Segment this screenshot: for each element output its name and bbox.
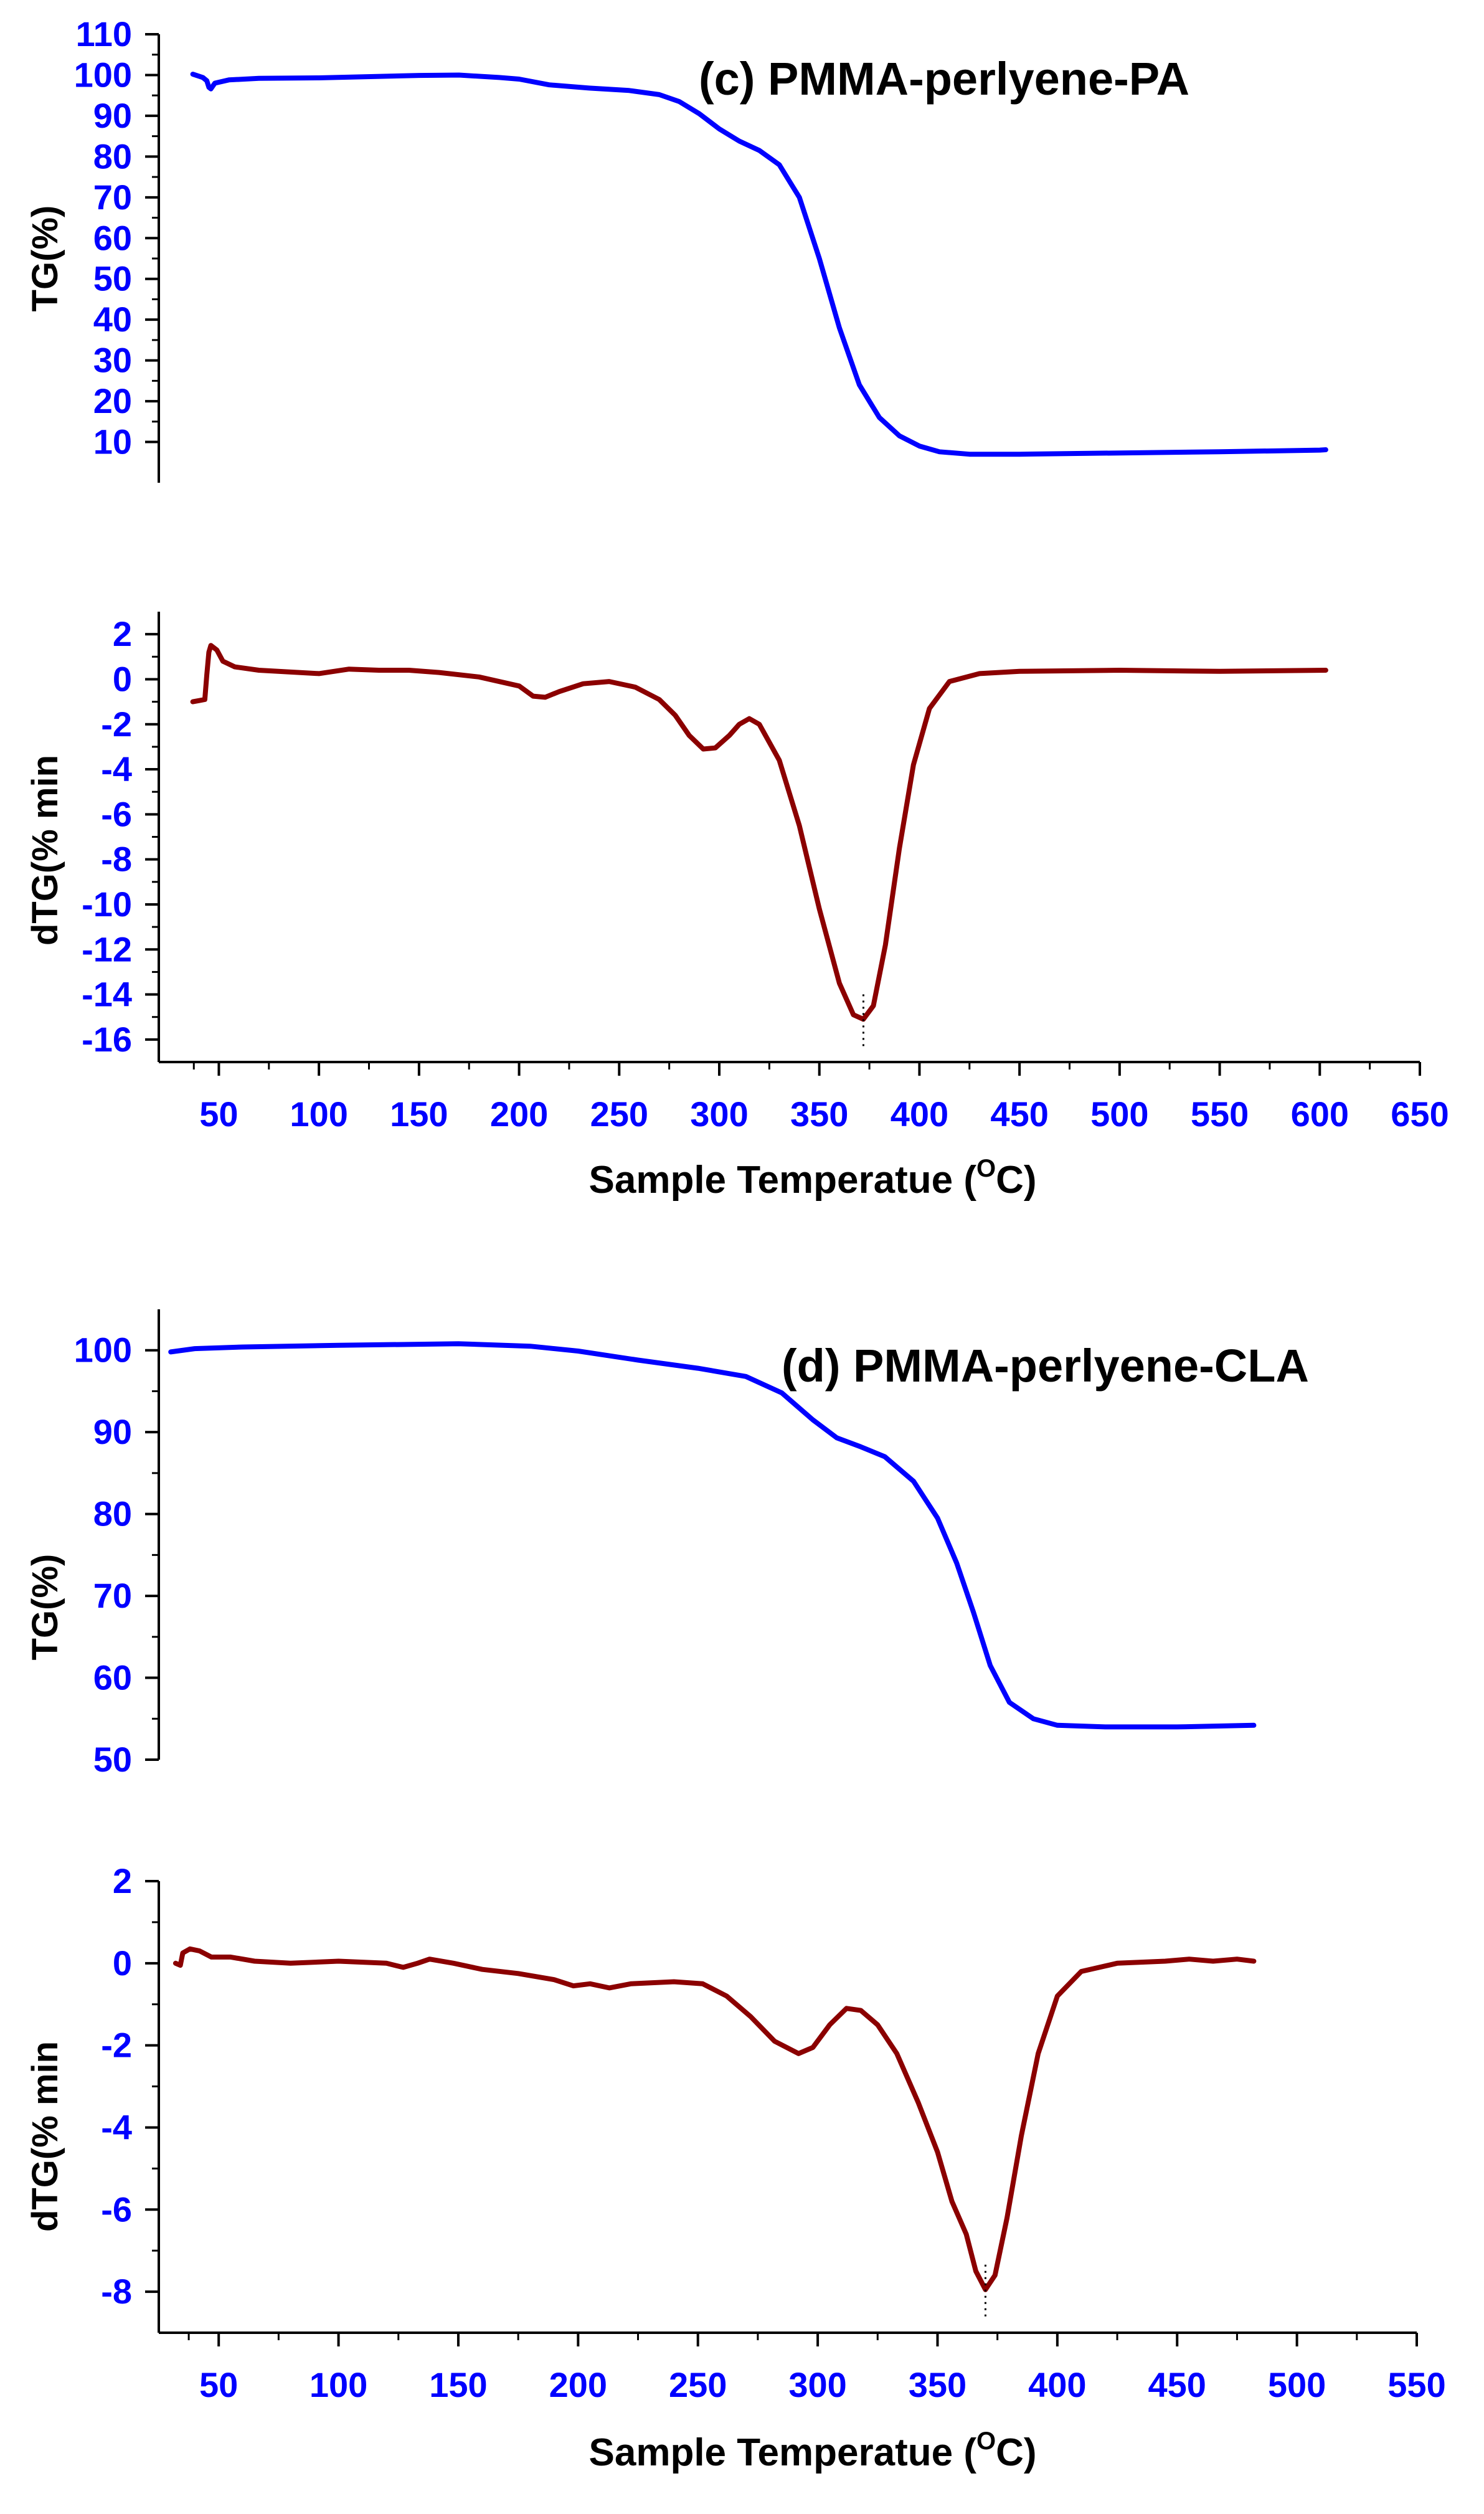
panel-c-tg-ytick-label: 10 (93, 422, 132, 462)
panel-c-xtick-label: 650 (1391, 1094, 1449, 1134)
panel-d-tg-ylabel: TG(%) (25, 1554, 65, 1661)
panel-d-xtick-label: 300 (788, 2365, 846, 2404)
panel-c-tg-ytick-label: 60 (93, 218, 132, 257)
panel-d-dtg-ylabel: dTG(% min (25, 2041, 65, 2232)
panel-d-dtg-ytick-label: -6 (101, 2189, 132, 2229)
panel-d-dtg-ytick-label: -4 (101, 2107, 132, 2146)
panel-d-xtick-label: 550 (1387, 2365, 1445, 2404)
panel-d-tg-ytick-label: 70 (93, 1576, 132, 1615)
panel-c-dtg-ytick-label: 2 (113, 614, 132, 653)
panel-d-tg-ytick-label: 60 (93, 1658, 132, 1697)
panel-c-xlabel: Sample Temperatue (OC) (588, 1155, 1036, 1202)
panel-d-xtick-label: 150 (429, 2365, 487, 2404)
panel-c-xlabel-main: Sample Temperatue ( (588, 1159, 976, 1202)
panel-d-xtick-label: 500 (1268, 2365, 1326, 2404)
panel-c-title: (c) PMMA-perlyene-PA (699, 53, 1189, 105)
panel-d-tg-ytick-label: 100 (74, 1331, 132, 1370)
panel-d-xtick-label: 450 (1148, 2365, 1206, 2404)
panel-d-dtg-ytick-label: -2 (101, 2026, 132, 2065)
panel-c-tg-ytick-label: 30 (93, 341, 132, 380)
panel-d-title: (d) PMMA-perlyene-CLA (782, 1340, 1309, 1392)
panel-c-dtg-ytick-label: -10 (82, 885, 132, 924)
panel-c-tg-ytick-label: 70 (93, 178, 132, 217)
panel-c-xtick-label: 450 (990, 1094, 1048, 1134)
panel-c-dtg-ytick-label: -12 (82, 929, 132, 969)
panel-d-dtg-plot: dTG(% min 2 0 -2 -4 -6 -8 50 100 150 200 250 300 350… (25, 1861, 1446, 2404)
panel-d-xlabel-main: Sample Temperatue ( (588, 2431, 976, 2474)
panel-c-xlabel-sup: O (976, 1155, 996, 1182)
panel-c-tg-ylabel: TG(%) (25, 206, 65, 312)
panel-c-tg-ytick-label: 100 (74, 55, 132, 94)
panel-d-dtg-ytick-label: 0 (113, 1943, 132, 1983)
panel-d-xlabel: Sample Temperatue (OC) (588, 2427, 1036, 2474)
panel-c-tg-ytick-label: 20 (93, 381, 132, 420)
panel-c-tg-ytick-label: 80 (93, 136, 132, 176)
panel-c-xtick-label: 350 (790, 1094, 848, 1134)
panel-c-xtick-label: 400 (891, 1094, 948, 1134)
panel-d-dtg-series-line (173, 1946, 1257, 2292)
panel-c-tg-ytick-label: 90 (93, 96, 132, 135)
panel-c-dtg-ytick-label: -16 (82, 1020, 132, 1059)
panel-c-xtick-label: 600 (1291, 1094, 1349, 1134)
panel-d-xtick-label: 200 (549, 2365, 607, 2404)
panel-c-dtg-ytick-label: -8 (101, 840, 132, 879)
panel-c-dtg-series-line (190, 643, 1328, 1022)
panel-c-dtg-ytick-label: -14 (82, 975, 132, 1014)
panel-c-xtick-label: 500 (1090, 1094, 1148, 1134)
panel-c-dtg-ytick-label: -2 (101, 704, 132, 744)
panel-d-xtick-label: 50 (199, 2365, 238, 2404)
panel-c-dtg-plot: dTG(% min 2 0 -2 -4 -6 -8 -10 -12 -14 -16 50 100 150… (25, 612, 1449, 1134)
panel-d-dtg-ytick-label: -8 (101, 2272, 132, 2311)
panel-d-tg-ytick-label: 90 (93, 1412, 132, 1451)
panel-c-dtg-ytick-label: -4 (101, 749, 132, 789)
panel-c: (c) PMMA-perlyene-PA TG(%) 1020304050607… (25, 14, 1449, 1202)
panel-d-tg-ytick-label: 80 (93, 1494, 132, 1534)
panel-d-dtg-ytick-label: 2 (113, 1861, 132, 1900)
panel-d-xtick-label: 400 (1028, 2365, 1086, 2404)
panel-d-xtick-label: 250 (669, 2365, 727, 2404)
panel-d-tg-ytick-label: 50 (93, 1740, 132, 1779)
panel-c-tg-ytick-label: 110 (76, 14, 132, 54)
panel-c-tg-ytick-label: 50 (93, 259, 132, 298)
panel-c-xtick-label: 100 (290, 1094, 347, 1134)
panel-c-tg-series-line (190, 72, 1328, 457)
panel-d-xlabel-tail: C) (996, 2431, 1036, 2474)
panel-c-dtg-ytick-label: 0 (113, 659, 132, 698)
panel-d-xlabel-sup: O (976, 2427, 996, 2455)
panel-c-xtick-label: 150 (390, 1094, 448, 1134)
panel-c-xtick-label: 200 (490, 1094, 548, 1134)
panel-d-tg-plot: TG(%) 50 60 70 80 90 100 (25, 1309, 1257, 1779)
panel-c-xlabel-tail: C) (996, 1159, 1036, 1202)
panel-d-tg-series-line (168, 1341, 1257, 1730)
panel-c-dtg-ytick-label: -6 (101, 794, 132, 833)
panel-d-xtick-label: 100 (310, 2365, 367, 2404)
panel-c-tg-ytick-label: 40 (93, 300, 132, 339)
panel-d: (d) PMMA-perlyene-CLA TG(%) 50 60 70 80 90 10… (25, 1309, 1446, 2474)
panel-c-xtick-label: 550 (1191, 1094, 1249, 1134)
panel-d-xtick-label: 350 (909, 2365, 966, 2404)
panel-c-xtick-label: 50 (199, 1094, 238, 1134)
panel-c-dtg-ylabel: dTG(% min (25, 755, 65, 946)
panel-c-xtick-label: 250 (590, 1094, 648, 1134)
panel-c-xtick-label: 300 (690, 1094, 748, 1134)
